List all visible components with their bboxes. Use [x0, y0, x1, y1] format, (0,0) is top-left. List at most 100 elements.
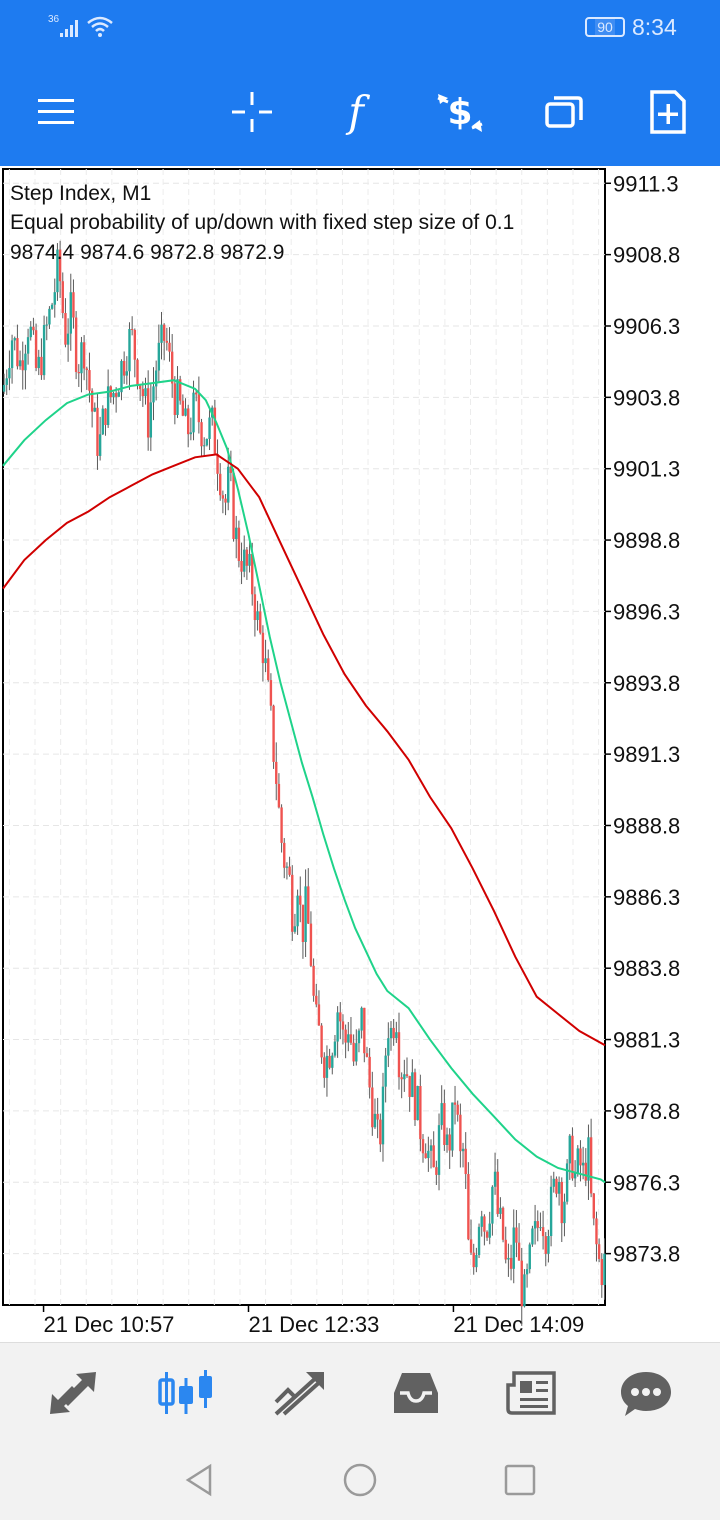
- new-order-icon[interactable]: [642, 86, 694, 138]
- candle-body: [74, 317, 78, 372]
- candle-body: [389, 1027, 393, 1039]
- candle-body: [355, 1043, 358, 1062]
- candle-body: [277, 783, 281, 808]
- candle-body: [429, 1145, 433, 1151]
- candle-body: [189, 432, 193, 435]
- candle-body: [456, 1104, 459, 1115]
- wifi-icon: [86, 14, 114, 38]
- history-icon[interactable]: [386, 1363, 446, 1423]
- candle-body: [221, 495, 225, 499]
- quotes-icon[interactable]: [43, 1363, 103, 1423]
- back-icon[interactable]: [178, 1458, 222, 1502]
- candle-body: [208, 417, 211, 439]
- candle-body: [229, 466, 233, 473]
- windows-icon[interactable]: [538, 86, 590, 138]
- candle-body: [98, 434, 102, 456]
- candle-body: [493, 1171, 497, 1187]
- candle-body: [80, 342, 83, 374]
- candle-body: [5, 378, 8, 385]
- candle-body: [144, 388, 147, 397]
- chart-ohlc: 9874.4 9874.6 9872.8 9872.9: [10, 241, 285, 264]
- candle-body: [232, 472, 235, 539]
- candle-body: [34, 330, 38, 369]
- y-tick-label: 9893.8: [613, 671, 680, 696]
- trade-icon[interactable]: [270, 1363, 330, 1423]
- candle-body: [248, 553, 251, 566]
- candle-body: [29, 326, 32, 338]
- candle-body: [162, 324, 166, 341]
- candle-body: [24, 353, 27, 371]
- candle-body: [469, 1239, 473, 1253]
- candle-body: [227, 466, 230, 503]
- candle-body: [464, 1148, 467, 1175]
- candle-body: [579, 1148, 582, 1166]
- indicators-icon[interactable]: f: [348, 87, 364, 136]
- candle-body: [552, 1178, 555, 1187]
- candle-body: [443, 1103, 446, 1145]
- candle-body: [66, 333, 70, 345]
- candle-body: [48, 308, 51, 325]
- candle-body: [539, 1227, 542, 1229]
- candle-body: [243, 549, 246, 572]
- candle-body: [267, 658, 270, 681]
- candle-body: [176, 379, 179, 415]
- candle-body: [563, 1201, 566, 1224]
- candle-body: [88, 370, 91, 391]
- menu-icon[interactable]: [30, 86, 82, 138]
- candle-body: [448, 1134, 451, 1151]
- x-tick-label: 21 Dec 12:33: [248, 1312, 379, 1337]
- candle-body: [2, 384, 6, 392]
- candle-body: [347, 1034, 350, 1043]
- chat-icon[interactable]: [616, 1363, 676, 1423]
- candle-body: [491, 1186, 494, 1224]
- candle-body: [50, 304, 54, 309]
- candle-body: [320, 1025, 323, 1058]
- bottom-nav: [0, 1342, 720, 1440]
- news-icon[interactable]: [502, 1363, 562, 1423]
- candle-body: [600, 1259, 603, 1286]
- chart-area[interactable]: 9911.3 9908.8 9906.3 9903.8 9901.3 9898.8 9896…: [0, 166, 720, 1342]
- price-chart[interactable]: 9911.3 9908.8 9906.3 9903.8 9901.3 9898.8 9896…: [0, 166, 720, 1342]
- candle-body: [485, 1231, 489, 1238]
- candle-body: [424, 1153, 427, 1159]
- candle-body: [549, 1186, 553, 1237]
- candle-body: [488, 1223, 491, 1238]
- candle-body: [333, 1041, 337, 1056]
- chart-icon[interactable]: [156, 1363, 216, 1423]
- candle-body: [285, 866, 289, 868]
- candle-body: [307, 886, 310, 924]
- signal-label: 36: [48, 14, 60, 25]
- crosshair-icon[interactable]: [226, 86, 278, 138]
- chart-symbol-line: Step Index, M1: [10, 182, 152, 205]
- recents-icon[interactable]: [498, 1458, 542, 1502]
- candle-body: [499, 1207, 502, 1214]
- battery-icon: 90: [585, 17, 625, 37]
- candle-body: [547, 1236, 550, 1254]
- candle-body: [58, 249, 62, 282]
- candle-body: [387, 1038, 390, 1056]
- candle-body: [352, 1042, 355, 1062]
- candle-body: [165, 340, 169, 343]
- candle-body: [269, 680, 273, 706]
- candle-body: [280, 807, 283, 843]
- candle-body: [117, 392, 121, 397]
- candle-body: [205, 438, 209, 446]
- candle-body: [104, 408, 107, 426]
- candle-body: [480, 1216, 483, 1227]
- candle-body: [440, 1103, 443, 1126]
- candle-body: [405, 1074, 409, 1077]
- candle-body: [453, 1102, 457, 1105]
- candle-body: [576, 1148, 579, 1173]
- candle-body: [32, 326, 35, 331]
- candle-body: [459, 1114, 462, 1152]
- home-icon[interactable]: [338, 1458, 382, 1502]
- candle-body: [224, 498, 227, 503]
- y-tick-label: 9881.3: [613, 1028, 680, 1053]
- y-tick-label: 9876.3: [613, 1170, 680, 1195]
- candle-body: [114, 393, 118, 397]
- candle-body: [42, 325, 46, 376]
- ma-fast-line: [2, 379, 606, 1184]
- y-tick-label: 9906.3: [613, 314, 680, 339]
- trade-icon[interactable]: $: [434, 86, 486, 138]
- y-tick-label: 9883.8: [613, 956, 680, 981]
